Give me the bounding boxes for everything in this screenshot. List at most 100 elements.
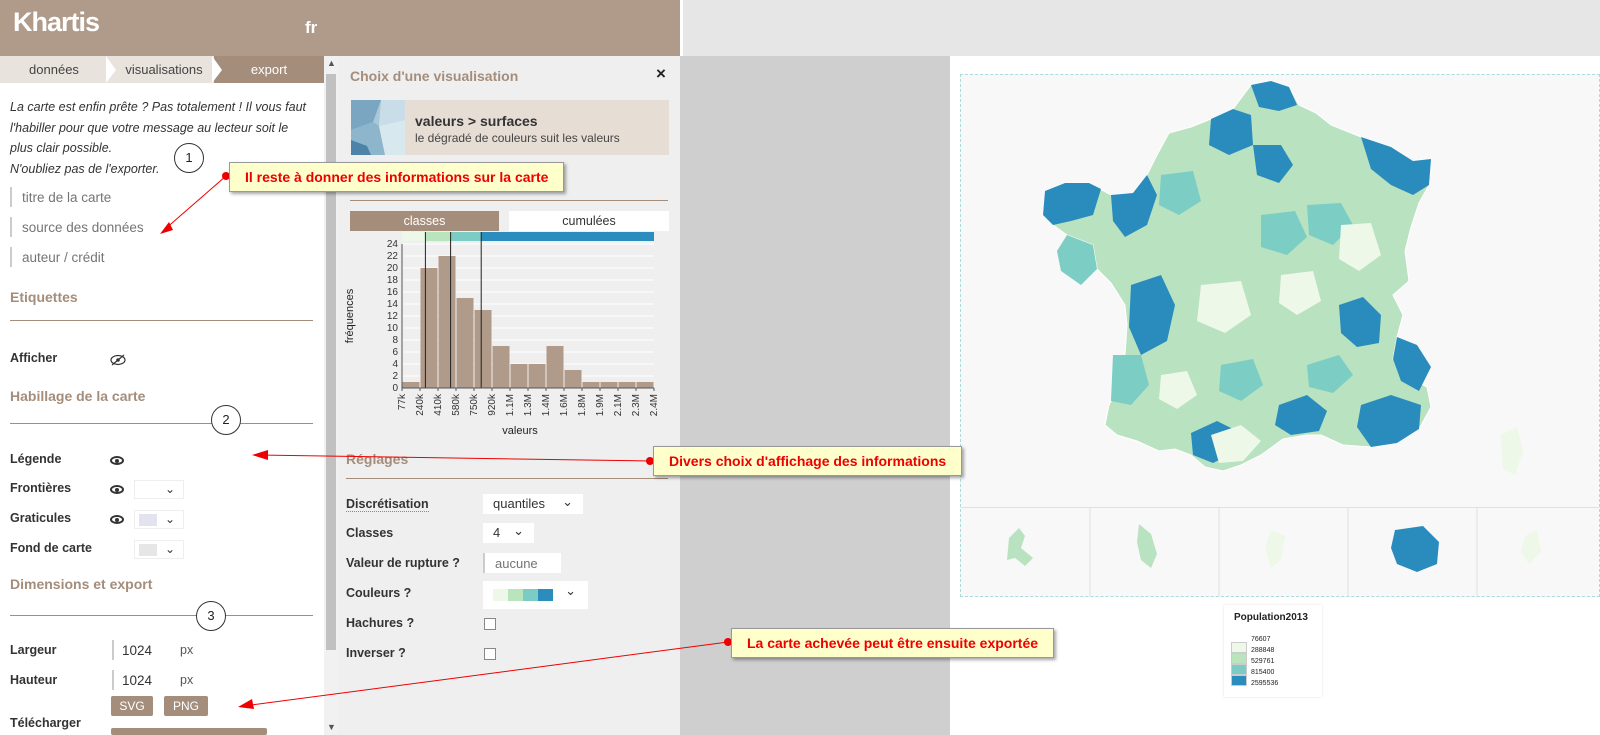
labels-section-title: Etiquettes (10, 289, 78, 305)
graticules-color-dropdown[interactable]: ⌄ (134, 510, 184, 529)
annotation-export: La carte achevée peut être ensuite expor… (731, 628, 1055, 658)
left-panel-scrollbar[interactable]: ▲ ▼ (324, 56, 338, 735)
language-selector[interactable]: fr (305, 18, 318, 37)
background-color-dropdown[interactable]: ⌄ (134, 540, 184, 559)
settings-title: Réglages (346, 451, 409, 467)
borders-label: Frontières (10, 481, 72, 495)
y-tick-label: 4 (392, 359, 398, 370)
histogram-bar (636, 382, 654, 388)
tab-donnees[interactable]: données (29, 62, 79, 77)
divider (961, 507, 1599, 508)
breadcrumb-arrow (212, 56, 222, 83)
breadcrumb-arrow (106, 56, 116, 83)
map-dressing-section-title: Habillage de la carte (10, 388, 146, 404)
scroll-down-icon[interactable]: ▼ (327, 722, 336, 732)
author-credit-input[interactable] (10, 247, 312, 267)
app-logo[interactable]: Khartis (13, 7, 100, 37)
divider (680, 0, 683, 56)
map-canvas[interactable] (960, 74, 1600, 597)
x-tick-label: 2.3M (631, 394, 642, 416)
break-value-input[interactable] (483, 553, 561, 573)
chevron-down-icon: ⌄ (164, 542, 175, 556)
histogram-bar (492, 346, 510, 388)
y-tick-label: 12 (387, 311, 399, 322)
histogram-bar (618, 382, 636, 388)
close-icon[interactable]: × (656, 64, 666, 83)
visualization-card[interactable]: valeurs > surfaces le dégradé de couleur… (351, 100, 669, 155)
eye-icon[interactable] (110, 485, 124, 494)
divider (350, 200, 668, 201)
export-png-button[interactable]: PNG (164, 696, 208, 716)
tab-cumulees[interactable]: cumulées (509, 211, 669, 231)
legend-swatch (1231, 664, 1247, 675)
legend-swatch (1231, 642, 1247, 653)
tab-export[interactable]: export (214, 56, 324, 83)
hatching-checkbox[interactable] (484, 618, 496, 630)
histogram-bar (510, 364, 528, 388)
x-tick-label: 2.4M (649, 394, 660, 416)
palette-swatch (508, 589, 523, 601)
width-unit: px (180, 643, 194, 657)
classes-dropdown[interactable]: 4 ⌄ (483, 523, 534, 543)
color-swatch (139, 514, 157, 526)
x-tick-label: 2.1M (613, 394, 624, 416)
x-tick-label: 580k (451, 393, 462, 416)
y-tick-label: 10 (387, 323, 399, 334)
x-tick-label: 240k (415, 393, 426, 416)
histogram-bar (528, 364, 546, 388)
visualization-title: valeurs > surfaces (415, 113, 538, 129)
eye-icon[interactable] (110, 515, 124, 524)
export-svg-button[interactable]: SVG (111, 696, 153, 716)
y-tick-label: 20 (387, 263, 399, 274)
class-band (402, 232, 426, 241)
histogram-bar (438, 256, 456, 388)
discretisation-label: Discrétisation (346, 497, 429, 512)
borders-style-dropdown[interactable]: ⌄ (134, 480, 184, 499)
y-tick-label: 8 (392, 335, 398, 346)
tab-visualisations[interactable]: visualisations (125, 62, 203, 77)
break-value-label: Valeur de rupture ? (346, 556, 460, 570)
palette-swatches (493, 589, 553, 601)
overseas-territories (1007, 508, 1541, 596)
download-button[interactable] (111, 728, 267, 735)
height-input[interactable] (112, 670, 167, 690)
colors-label: Couleurs ? (346, 586, 412, 600)
histogram-bar (402, 382, 420, 388)
discretisation-dropdown[interactable]: quantiles ⌄ (483, 494, 583, 514)
map-title-input[interactable] (10, 187, 312, 207)
legend-swatch (1231, 653, 1247, 664)
histogram-bar (456, 298, 474, 388)
map-preview: Population2013 76607 288848 529761 815400 25… (950, 56, 1600, 735)
x-axis-label: valeurs (502, 425, 538, 437)
y-tick-label: 2 (392, 371, 398, 382)
x-tick-label: 1.4M (541, 394, 552, 416)
eye-slash-icon[interactable] (110, 354, 126, 366)
tab-classes[interactable]: classes (350, 211, 499, 231)
class-band (450, 232, 482, 241)
legend-value: 529761 (1251, 658, 1275, 665)
x-tick-label: 410k (433, 393, 444, 416)
scroll-thumb[interactable] (326, 74, 336, 650)
step-marker-2: 2 (211, 405, 241, 435)
histogram-bar (546, 346, 564, 388)
y-tick-label: 0 (392, 383, 398, 394)
data-source-input[interactable] (10, 217, 312, 237)
chevron-down-icon: ⌄ (164, 482, 175, 496)
histogram-bar (582, 382, 600, 388)
show-labels-label: Afficher (10, 351, 58, 365)
histogram-bar (600, 382, 618, 388)
height-unit: px (180, 673, 194, 687)
color-palette-dropdown[interactable]: ⌄ (483, 581, 588, 609)
x-tick-label: 1.9M (595, 394, 606, 416)
invert-checkbox[interactable] (484, 648, 496, 660)
graticules-label: Graticules (10, 511, 72, 525)
width-input[interactable] (112, 640, 167, 660)
top-bar: Khartis fr (0, 0, 680, 56)
step-marker-1: 1 (174, 143, 204, 173)
scroll-up-icon[interactable]: ▲ (327, 58, 336, 68)
histogram-bar (420, 268, 438, 388)
eye-icon[interactable] (110, 456, 124, 465)
legend-label: Légende (10, 452, 62, 466)
classes-label: Classes (346, 526, 394, 540)
